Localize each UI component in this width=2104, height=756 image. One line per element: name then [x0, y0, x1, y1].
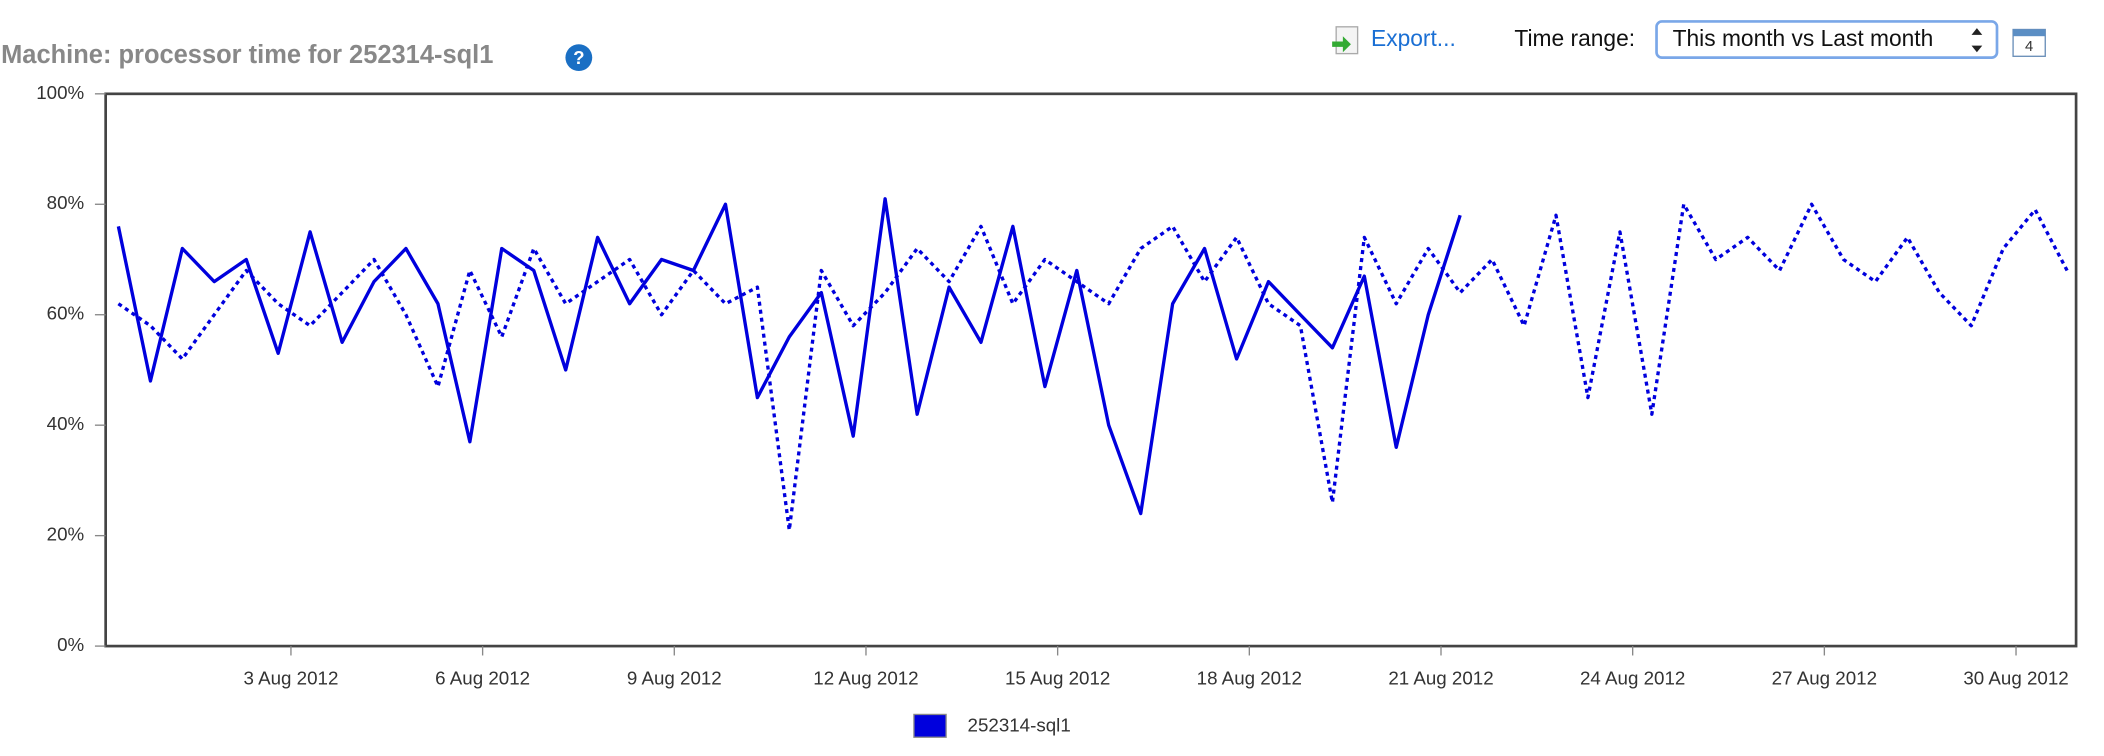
calendar-day[interactable]: 4 — [2025, 39, 2033, 55]
y-tick-label: 20% — [47, 524, 85, 545]
export-arrow[interactable] — [1332, 36, 1351, 53]
legend-label: 252314-sql1 — [968, 714, 1071, 735]
y-tick-label: 80% — [47, 192, 85, 213]
y-tick-label: 100% — [36, 82, 84, 103]
select-arrows — [1971, 28, 1983, 53]
x-tick-label: 24 Aug 2012 — [1580, 668, 1685, 689]
time-range-value[interactable]: This month vs Last month — [1673, 25, 1934, 51]
plot-area — [104, 92, 2078, 648]
chart-title: Machine: processor time for 252314-sql1 — [1, 41, 493, 69]
x-tick-label: 18 Aug 2012 — [1197, 668, 1302, 689]
series-line — [116, 197, 1462, 516]
help-icon-text[interactable]: ? — [573, 47, 584, 68]
time-range-select[interactable] — [1655, 20, 1999, 59]
x-tick-label: 6 Aug 2012 — [435, 668, 530, 689]
export-link[interactable]: Export... — [1371, 25, 1456, 51]
x-tick-label: 30 Aug 2012 — [1963, 668, 2068, 689]
x-tick-label: 9 Aug 2012 — [627, 668, 722, 689]
series-line — [117, 202, 2069, 532]
x-tick-label: 12 Aug 2012 — [813, 668, 918, 689]
x-tick-label: 3 Aug 2012 — [244, 668, 339, 689]
calendar-header[interactable] — [2013, 29, 2046, 37]
y-tick-label: 0% — [57, 634, 84, 655]
x-tick-label: 15 Aug 2012 — [1005, 668, 1110, 689]
x-tick-label: 21 Aug 2012 — [1388, 668, 1493, 689]
x-tick-label: 27 Aug 2012 — [1772, 668, 1877, 689]
help-icon[interactable] — [565, 44, 593, 72]
y-tick-label: 40% — [47, 413, 85, 434]
legend-swatch — [913, 713, 947, 738]
y-tick-label: 60% — [47, 303, 85, 324]
time-range-label: Time range: — [1514, 25, 1635, 51]
